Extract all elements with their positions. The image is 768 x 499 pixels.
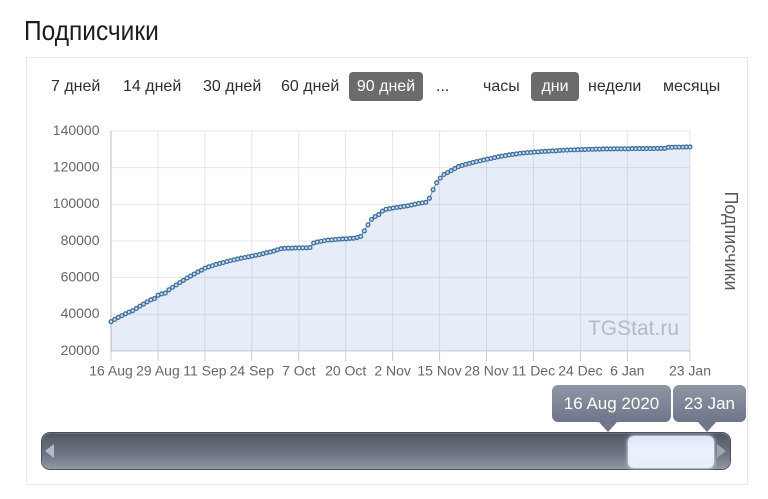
svg-text:11 Sep: 11 Sep	[183, 363, 227, 379]
svg-text:Подписчики: Подписчики	[721, 191, 741, 290]
svg-text:15 Nov: 15 Nov	[417, 363, 461, 379]
svg-text:80000: 80000	[61, 232, 100, 248]
svg-text:28 Nov: 28 Nov	[464, 363, 508, 379]
svg-text:20000: 20000	[61, 342, 100, 358]
svg-text:23 Jan: 23 Jan	[669, 363, 711, 379]
svg-text:100000: 100000	[53, 195, 100, 211]
svg-text:TGStat.ru: TGStat.ru	[588, 317, 679, 340]
svg-text:24 Sep: 24 Sep	[230, 363, 275, 379]
svg-text:29 Aug: 29 Aug	[136, 363, 180, 379]
svg-text:60000: 60000	[61, 269, 100, 285]
svg-text:7 Oct: 7 Oct	[282, 363, 316, 379]
svg-text:6 Jan: 6 Jan	[610, 363, 644, 379]
svg-text:2 Nov: 2 Nov	[374, 363, 411, 379]
svg-text:20 Oct: 20 Oct	[325, 363, 366, 379]
svg-text:16 Aug: 16 Aug	[89, 363, 133, 379]
svg-text:11 Dec: 11 Dec	[512, 363, 555, 379]
svg-text:24 Dec: 24 Dec	[558, 363, 602, 379]
svg-text:40000: 40000	[61, 305, 100, 321]
svg-text:140000: 140000	[53, 122, 100, 138]
svg-text:120000: 120000	[53, 159, 100, 175]
